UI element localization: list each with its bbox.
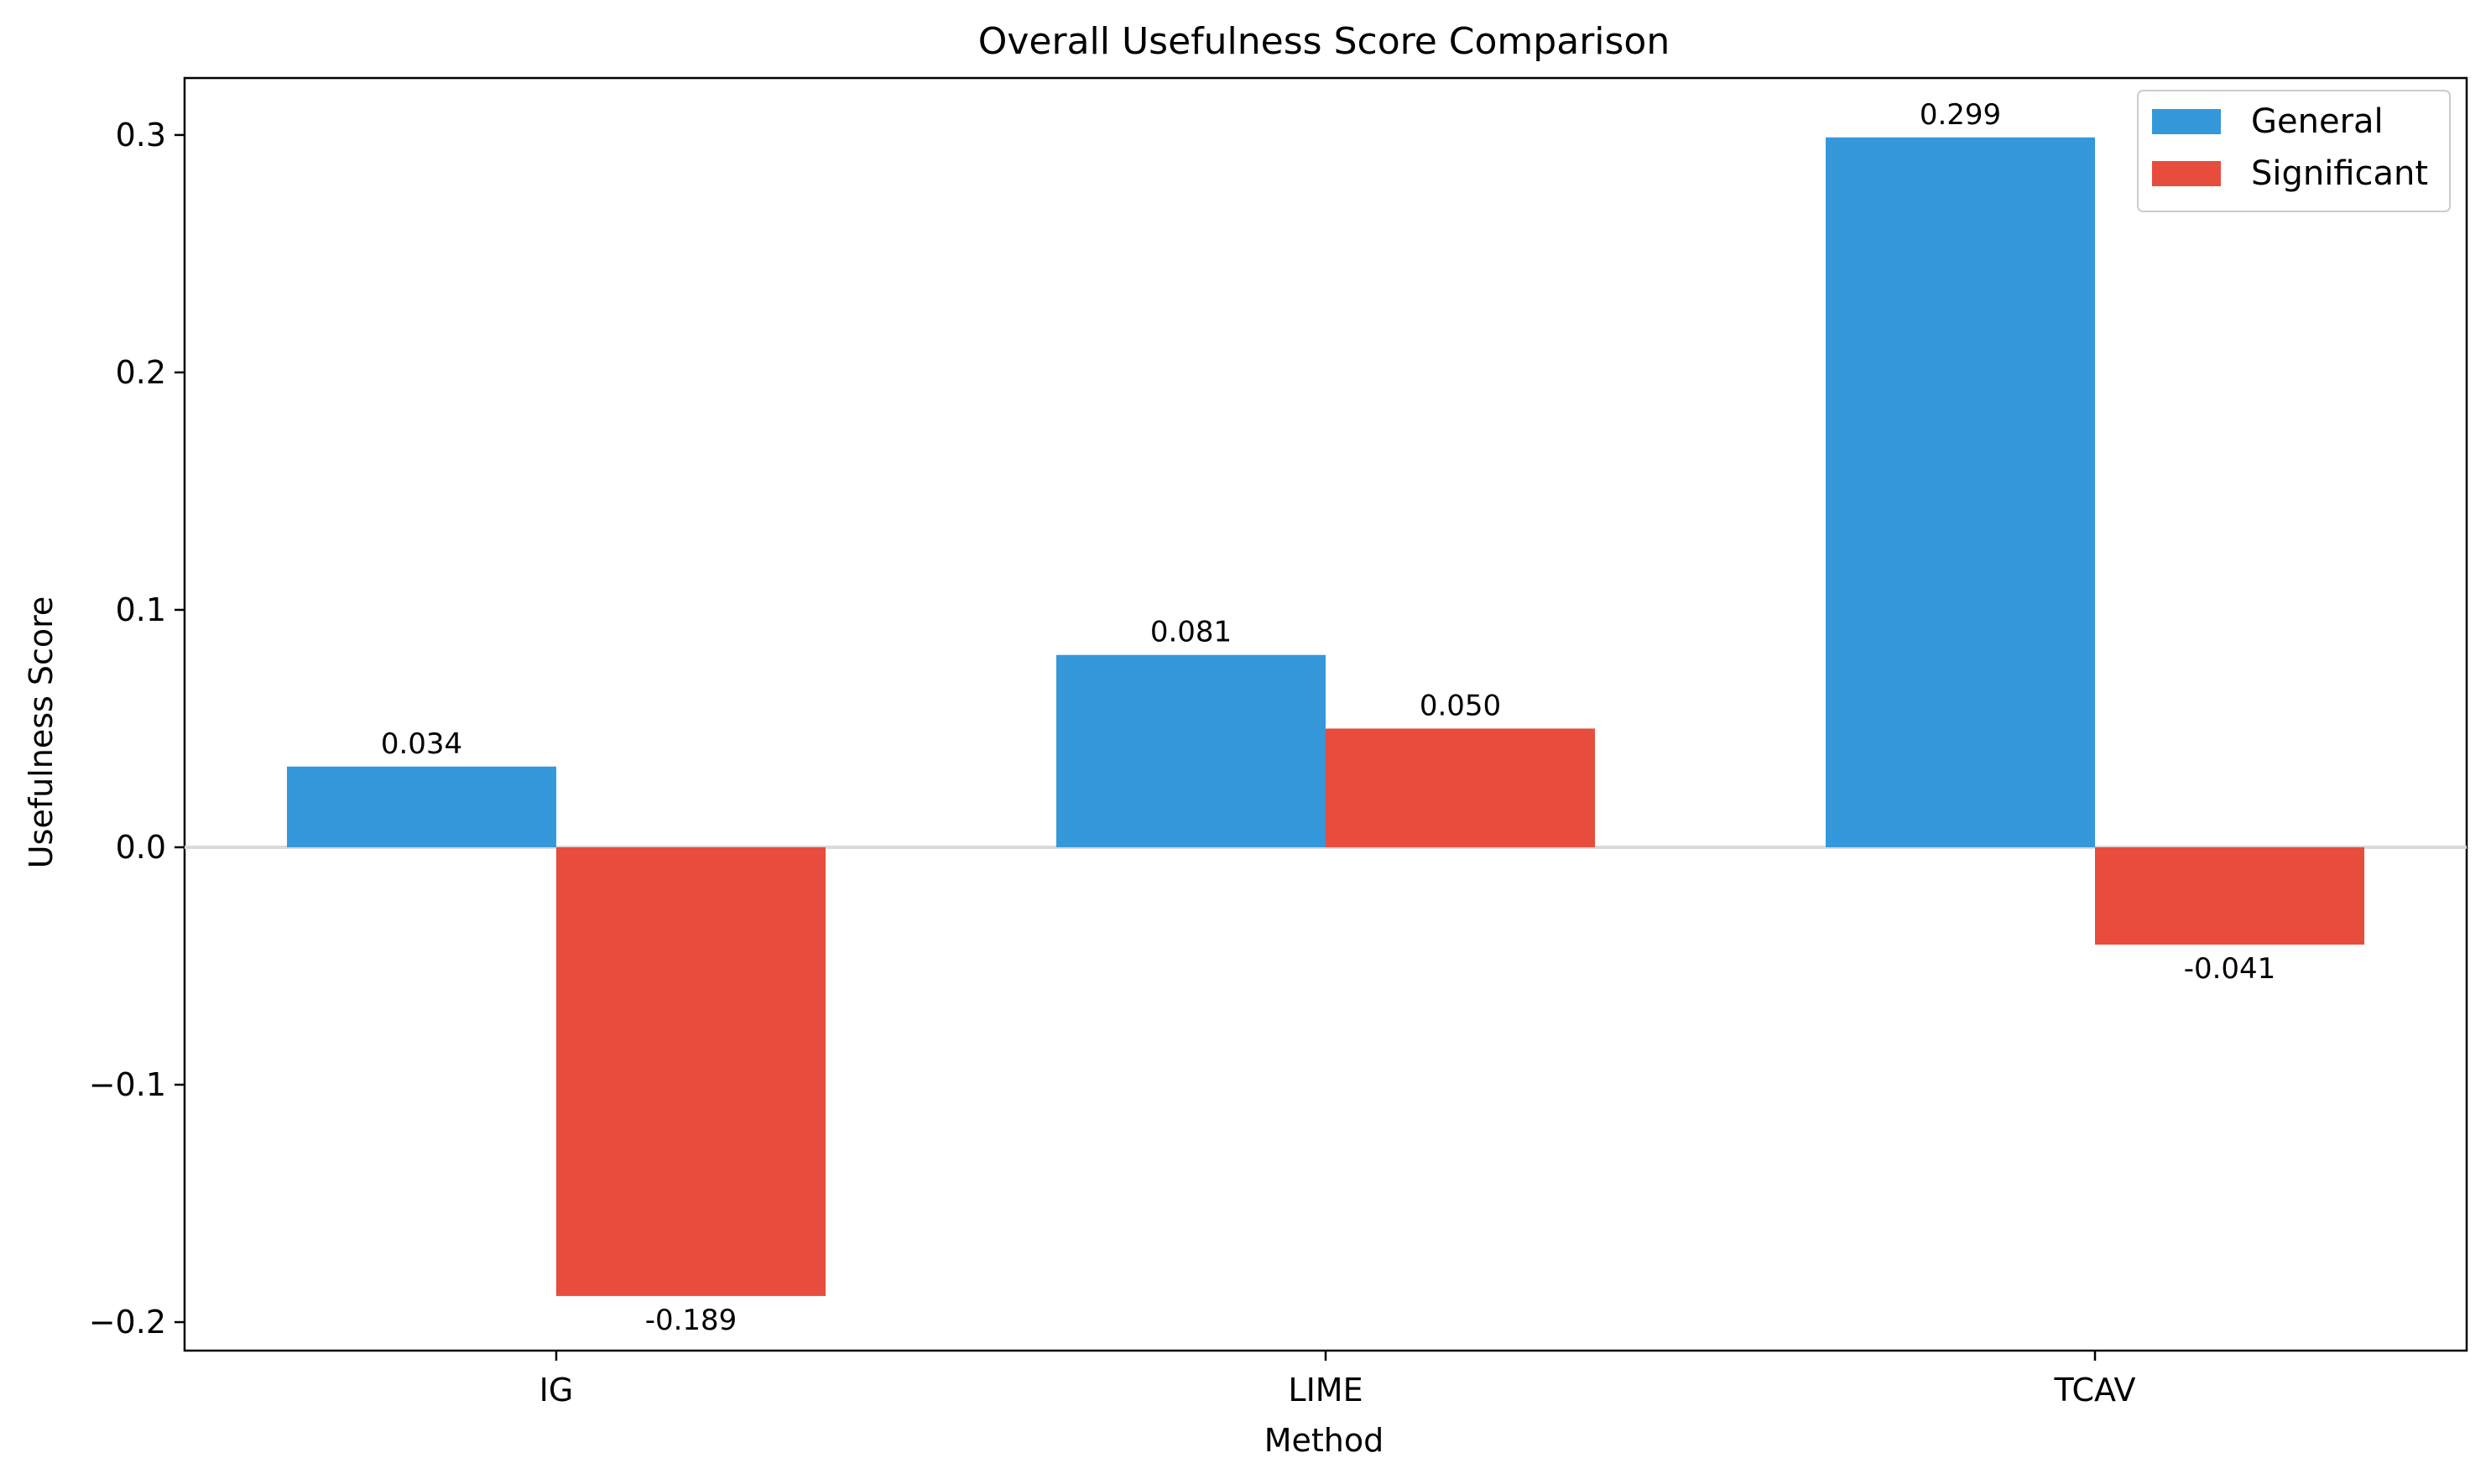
plot-area: −0.2 −0.1 0.0 0.1 0.2 0.3 IG LIME TCAV 0.034 0.081… xyxy=(89,76,2468,1408)
bar-general-ig xyxy=(287,766,556,847)
legend-swatch-significant xyxy=(2152,161,2221,186)
bar-general-tcav xyxy=(1826,137,2095,847)
y-tick-label: −0.1 xyxy=(89,1066,166,1103)
data-label: 0.034 xyxy=(381,727,462,761)
y-tick-label: −0.2 xyxy=(89,1304,166,1341)
x-tick-label: TCAV xyxy=(2053,1372,2135,1408)
bar-significant-ig xyxy=(556,846,826,1296)
legend-label-general: General xyxy=(2251,102,2384,141)
data-label: -0.041 xyxy=(2184,952,2276,986)
legend-label-significant: Significant xyxy=(2251,154,2428,193)
bar-general-lime xyxy=(1056,654,1326,847)
y-axis-label: Usefulness Score xyxy=(23,596,60,869)
x-tick-label: IG xyxy=(539,1372,574,1408)
data-label: 0.081 xyxy=(1150,616,1232,649)
y-tick-label: 0.2 xyxy=(116,354,166,391)
chart-title: Overall Usefulness Score Comparison xyxy=(978,20,1670,63)
legend: General Significant xyxy=(2137,90,2451,212)
bar-significant-tcav xyxy=(2095,846,2364,945)
y-tick-label: 0.1 xyxy=(116,591,166,628)
y-tick-label: 0.3 xyxy=(116,117,166,154)
bar-significant-lime xyxy=(1326,728,1595,847)
data-label: -0.189 xyxy=(645,1304,737,1337)
legend-swatch-general xyxy=(2152,109,2221,134)
data-label: 0.299 xyxy=(1920,98,2001,132)
y-tick-label: 0.0 xyxy=(116,829,166,866)
data-label: 0.050 xyxy=(1420,689,1501,722)
x-tick-label: LIME xyxy=(1288,1372,1363,1408)
x-axis-label: Method xyxy=(1264,1422,1384,1459)
